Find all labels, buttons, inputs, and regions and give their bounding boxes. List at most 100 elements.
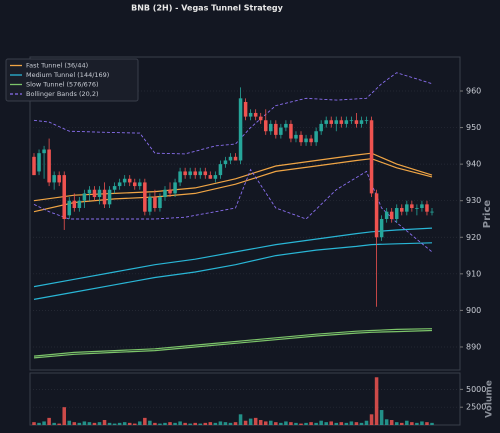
- candle-body: [329, 120, 334, 124]
- volume-bar: [82, 421, 87, 425]
- volume-bar: [359, 422, 364, 425]
- candle-body: [253, 112, 258, 117]
- candle-body: [163, 189, 167, 198]
- volume-bar: [153, 422, 157, 425]
- volume-bar: [228, 422, 233, 425]
- volume-bar: [32, 422, 36, 425]
- volume-bar: [374, 377, 379, 425]
- candle-body: [248, 112, 253, 117]
- volume-bar: [243, 420, 248, 425]
- candle-body: [374, 193, 379, 238]
- candle-body: [284, 123, 288, 128]
- volume-bar: [112, 423, 117, 425]
- candle-body: [183, 171, 187, 176]
- volume-bar: [248, 418, 253, 425]
- legend-label: Fast Tunnel (36/44): [26, 62, 88, 70]
- volume-bar: [117, 422, 122, 425]
- volume-bar: [329, 421, 334, 425]
- volume-bar: [203, 422, 208, 425]
- volume-bar: [62, 407, 66, 425]
- candle-body: [188, 171, 192, 176]
- volume-bar: [379, 410, 384, 425]
- candle-body: [72, 200, 77, 209]
- candle-body: [97, 189, 102, 198]
- candle-body: [389, 211, 394, 219]
- volume-bar: [238, 414, 243, 425]
- volume-bar: [47, 417, 51, 425]
- candle-body: [178, 171, 182, 183]
- volume-tick-label: 2500: [466, 403, 486, 412]
- volume-bar: [163, 422, 167, 425]
- candle-body: [62, 175, 66, 219]
- candle-body: [269, 123, 273, 132]
- candle-body: [203, 171, 208, 176]
- y-tick-label: 950: [466, 123, 481, 132]
- volume-bar: [430, 422, 434, 425]
- candle-body: [102, 189, 107, 205]
- candle-body: [117, 182, 122, 187]
- candle-body: [127, 178, 132, 183]
- candle-body: [314, 131, 318, 143]
- candle-body: [223, 160, 228, 165]
- candle-body: [430, 211, 434, 213]
- candle-body: [82, 193, 87, 201]
- candle-body: [148, 197, 152, 212]
- candle-body: [334, 120, 339, 124]
- candle-body: [218, 164, 223, 176]
- volume-bar: [253, 417, 258, 425]
- volume-bar: [299, 423, 303, 425]
- volume-bar: [364, 420, 369, 425]
- legend-label: Slow Tunnel (576/676): [26, 81, 99, 89]
- volume-bar: [72, 422, 77, 425]
- legend: Fast Tunnel (36/44)Medium Tunnel (144/16…: [5, 58, 139, 102]
- volume-bar: [389, 420, 394, 425]
- legend-label: Medium Tunnel (144/169): [26, 71, 109, 79]
- candle-body: [309, 138, 313, 143]
- volume-bar: [178, 421, 182, 425]
- candle-body: [107, 189, 112, 205]
- volume-bar: [77, 422, 82, 425]
- chart-title: BNB (2H) - Vegas Tunnel Strategy: [131, 4, 284, 13]
- volume-bar: [284, 421, 288, 425]
- volume-bar: [309, 422, 313, 425]
- y-tick-label: 890: [466, 342, 481, 351]
- candle-body: [258, 116, 263, 121]
- volume-bar: [384, 419, 389, 425]
- candle-body: [57, 175, 61, 183]
- candle-body: [67, 200, 72, 216]
- candle-body: [143, 182, 147, 212]
- candle-body: [349, 120, 354, 122]
- volume-bar: [394, 422, 399, 425]
- candle-body: [319, 123, 323, 132]
- candle-body: [138, 182, 142, 187]
- candle-body: [299, 134, 303, 143]
- legend-label: Bollinger Bands (20,2): [26, 90, 99, 98]
- candle-body: [42, 149, 46, 154]
- candle-body: [47, 149, 51, 183]
- volume-bar: [324, 422, 328, 425]
- volume-bar: [188, 423, 192, 425]
- candle-body: [228, 156, 233, 161]
- candle-body: [52, 175, 56, 183]
- volume-bar: [289, 422, 293, 425]
- y-tick-label: 930: [466, 196, 481, 205]
- volume-bar: [122, 422, 127, 425]
- candle-body: [153, 197, 157, 209]
- y-tick-label: 910: [466, 269, 481, 278]
- volume-tick-label: 5000: [466, 385, 486, 394]
- volume-bar: [354, 422, 359, 425]
- legend-box: [5, 58, 139, 102]
- volume-bar: [319, 420, 323, 425]
- y-axis-label: Price: [482, 200, 493, 229]
- volume-bar: [138, 421, 142, 425]
- candle-body: [37, 153, 41, 172]
- candle-body: [410, 204, 414, 209]
- volume-bar: [127, 422, 132, 425]
- volume-bar: [107, 422, 112, 425]
- volume-bar: [400, 422, 404, 425]
- volume-bar: [369, 414, 374, 425]
- overlay-line: [33, 242, 433, 300]
- candle-body: [354, 120, 359, 124]
- volume-bar: [218, 421, 223, 425]
